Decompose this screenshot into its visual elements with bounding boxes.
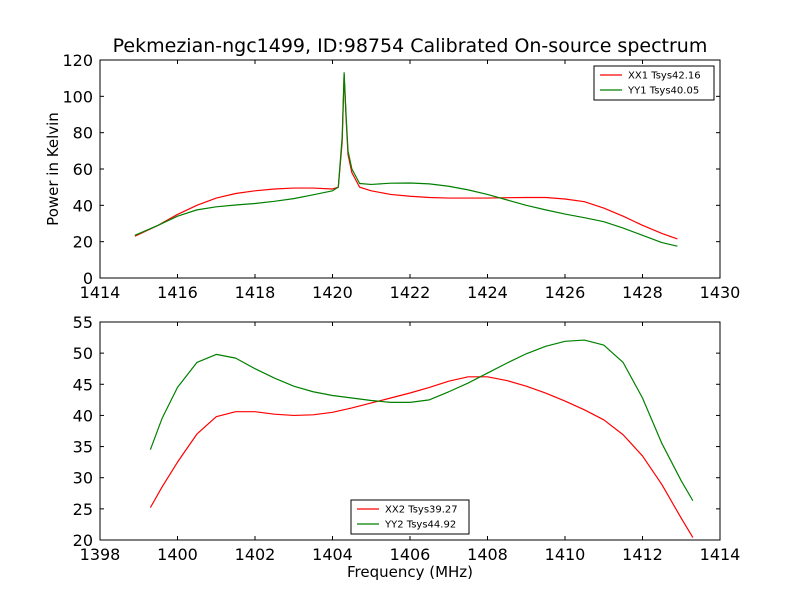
y-tick-label: 30	[73, 469, 93, 488]
chart-title: Pekmezian-ngc1499, ID:98754 Calibrated O…	[113, 35, 708, 57]
x-tick-label: 1402	[235, 545, 276, 564]
legend-entry-0: XX1 Tsys42.16	[628, 71, 701, 82]
y-tick-label: 0	[83, 269, 93, 288]
x-tick-label: 1414	[80, 283, 121, 302]
y-tick-label: 120	[62, 51, 93, 70]
legend-entry-1: YY1 Tsys40.05	[627, 86, 699, 97]
series-line-1	[149, 339, 694, 502]
x-tick-label: 1408	[467, 545, 508, 564]
x-tick-label: 1406	[390, 545, 431, 564]
series-line-0	[149, 376, 694, 538]
y-tick-label: 20	[73, 531, 93, 550]
legend-entry-0: XX2 Tsys39.27	[385, 505, 458, 516]
y-tick-label: 45	[73, 375, 93, 394]
legend-box	[350, 499, 470, 535]
series-line-1	[134, 72, 678, 247]
x-tick-label: 1400	[157, 545, 198, 564]
x-tick-label: 1422	[390, 283, 431, 302]
legend: XX2 Tsys39.27 YY2 Tsys44.92	[350, 499, 470, 535]
top-chart: 1414 1416 1418 1420 1422 1424 1426 1428 1430 0 20 4…	[44, 35, 740, 302]
x-tick-label: 1398	[80, 545, 121, 564]
series-line-0	[134, 73, 678, 240]
y-tick-label: 40	[73, 196, 93, 215]
x-axis-label: Frequency (MHz)	[347, 563, 473, 581]
y-tick-label: 55	[73, 313, 93, 332]
x-tick-label: 1416	[157, 283, 198, 302]
y-tick-label: 20	[73, 233, 93, 252]
y-tick-label: 50	[73, 344, 93, 363]
x-tick-label: 1428	[622, 283, 663, 302]
x-tick-label: 1420	[312, 283, 353, 302]
x-tick-label: 1404	[312, 545, 353, 564]
x-tick-label: 1412	[622, 545, 663, 564]
x-tick-label: 1430	[700, 283, 741, 302]
y-axis-label: Power in Kelvin	[44, 112, 62, 226]
legend-box	[593, 65, 715, 101]
legend-entry-1: YY2 Tsys44.92	[384, 520, 456, 531]
y-tick-label: 35	[73, 438, 93, 457]
x-tick-label: 1426	[545, 283, 586, 302]
x-tick-label: 1424	[467, 283, 508, 302]
y-tick-label: 25	[73, 500, 93, 519]
y-tick-label: 40	[73, 406, 93, 425]
y-tick-label: 100	[62, 87, 93, 106]
x-tick-label: 1418	[235, 283, 276, 302]
y-tick-label: 60	[73, 160, 93, 179]
x-tick-label: 1414	[700, 545, 741, 564]
x-tick-label: 1410	[545, 545, 586, 564]
y-tick-label: 80	[73, 124, 93, 143]
bottom-chart: 1398 1400 1402 1404 1406 1408 1410 1412 1414 20 25…	[73, 313, 741, 581]
legend: XX1 Tsys42.16 YY1 Tsys40.05	[593, 65, 715, 101]
